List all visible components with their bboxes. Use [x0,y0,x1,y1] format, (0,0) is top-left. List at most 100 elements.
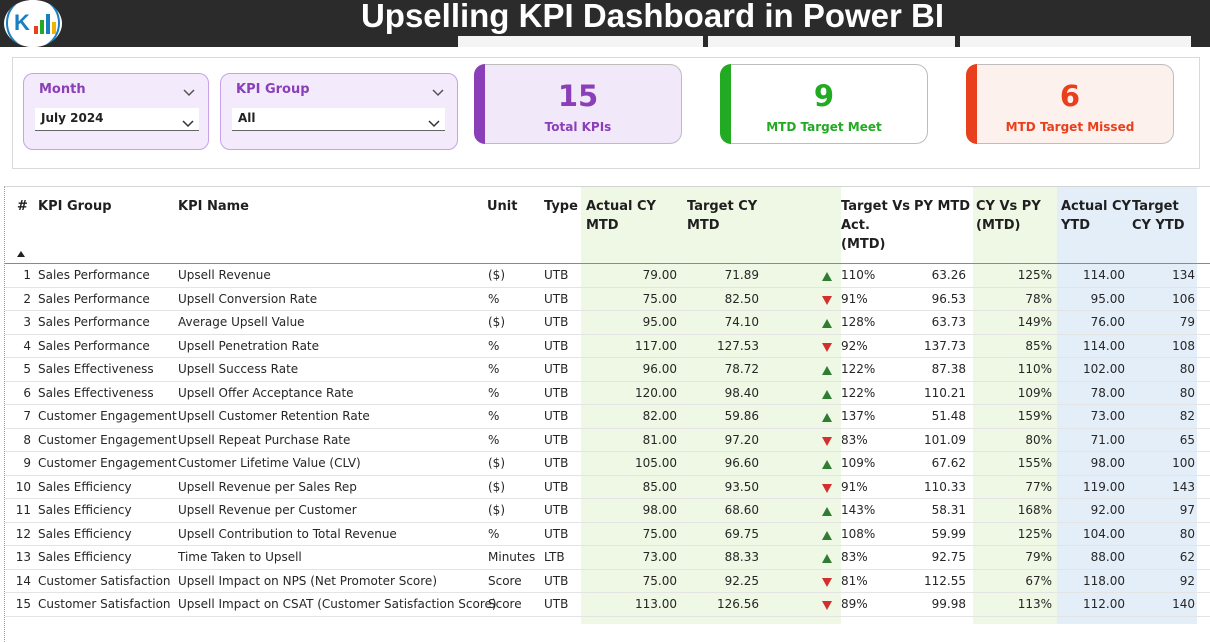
arrow-down-icon [822,342,832,352]
table-row[interactable]: 7 Customer Engagement Upsell Customer Rete… [5,405,1210,429]
sort-ascending-icon[interactable] [17,251,25,257]
table-row[interactable]: 11 Sales Efficiency Upsell Revenue per Cus… [5,499,1210,523]
table-row[interactable]: 6 Sales Effectiveness Upsell Offer Accepta… [5,382,1210,405]
cell-act: 113.00 [635,597,677,611]
cell-group: Sales Efficiency [38,550,132,564]
column-header[interactable]: Actual CY MTD [586,199,656,233]
cell-type: UTB [544,362,569,376]
cell-tytd: 140 [1172,597,1195,611]
table-row[interactable]: 9 Customer Engagement Customer Lifetime Va… [5,452,1210,476]
cell-tytd: 108 [1172,338,1195,353]
total-kpis-label: Total KPIs [544,120,612,134]
cyvpy-column-shade [973,187,1057,624]
cell-unit: % [488,432,500,447]
mtd-target-missed-value: 6 [1059,79,1081,113]
cell-cyvpy: 67% [1025,573,1052,588]
cell-aytd: 114.00 [1083,338,1125,353]
cell-cyvpy: 85% [1025,338,1052,353]
table-row[interactable]: 2 Sales Performance Upsell Conversion Rate… [5,288,1210,311]
cell-name: Upsell Repeat Purchase Rate [178,432,351,447]
column-header[interactable]: Target Vs Act. (MTD) [841,199,911,252]
table-row[interactable]: 1 Sales Performance Upsell Revenue ($) UTB 79… [5,264,1210,288]
dashboard-logo-icon: K [4,0,62,47]
cell-type: UTB [544,479,569,494]
cell-n: 10 [15,479,31,494]
column-header[interactable]: Type [544,199,578,214]
table-row[interactable]: 4 Sales Performance Upsell Penetration Rat… [5,335,1210,358]
cell-name: Upsell Offer Acceptance Rate [178,385,354,400]
cell-cyvpy: 77% [1025,479,1052,494]
kpi-group-slicer[interactable]: KPI Group All [220,73,458,150]
cell-group: Customer Engagement [38,456,177,470]
cell-name: Upsell Penetration Rate [178,338,320,353]
arrow-down-icon [822,577,832,587]
cell-n: 14 [15,573,31,588]
cell-pct: 83% [841,432,868,447]
cell-act: 81.00 [642,432,677,447]
table-row[interactable]: 10 Sales Efficiency Upsell Revenue per Sal… [5,476,1210,499]
kpi-group-select-value: All [238,111,256,125]
kpi-table: # KPI Group KPI Name Unit Type Actual CY… [4,186,1210,642]
cell-name: Upsell Revenue [178,268,271,282]
cell-cyvpy: 109% [1017,385,1052,400]
arrow-up-icon [822,530,832,540]
cell-unit: ($) [488,503,505,517]
cell-group: Customer Satisfaction [38,573,171,588]
cell-tytd: 79 [1179,315,1195,329]
arrow-up-icon [822,413,832,422]
cell-n: 3 [23,315,31,329]
cell-act: 98.00 [642,503,677,517]
column-header[interactable]: CY Vs PY (MTD) [976,199,1041,233]
column-header[interactable]: KPI Group [38,199,112,214]
cell-group: Sales Performance [38,338,150,353]
cell-tgt: 68.60 [724,503,759,517]
card-accent-bar [966,64,977,144]
cell-py: 110.21 [924,385,966,400]
column-header[interactable]: Target CY MTD [687,199,758,233]
cell-tgt: 82.50 [724,291,759,306]
table-row[interactable]: 8 Customer Engagement Upsell Repeat Purcha… [5,429,1210,452]
mtd-target-meet-card: 9 MTD Target Meet [720,64,928,144]
chevron-down-icon[interactable] [182,113,194,132]
cell-tytd: 143 [1172,479,1195,494]
cell-type: UTB [544,456,569,470]
cell-n: 2 [23,291,31,306]
cell-name: Upsell Customer Retention Rate [178,409,370,423]
column-header[interactable]: Unit [487,199,518,214]
cell-group: Sales Effectiveness [38,385,154,400]
table-row[interactable]: 14 Customer Satisfaction Upsell Impact on … [5,570,1210,593]
cell-type: UTB [544,432,569,447]
cell-tytd: 62 [1179,550,1195,564]
month-select[interactable]: July 2024 [35,108,199,131]
cell-py: 51.48 [931,409,966,423]
column-header[interactable]: Target CY YTD [1132,199,1185,233]
column-header[interactable]: PY MTD [914,199,971,214]
column-header[interactable]: KPI Name [178,199,249,214]
cell-aytd: 73.00 [1090,409,1125,423]
cell-act: 73.00 [642,550,677,564]
chevron-down-icon[interactable] [432,82,444,101]
cell-aytd: 112.00 [1083,597,1125,611]
cell-unit: ($) [488,315,505,329]
month-slicer[interactable]: Month July 2024 [23,73,209,150]
kpi-group-select[interactable]: All [232,108,445,131]
cell-act: 75.00 [642,573,677,588]
cell-act: 75.00 [642,526,677,541]
cell-aytd: 71.00 [1090,432,1125,447]
table-row[interactable]: 5 Sales Effectiveness Upsell Success Rate%… [5,358,1210,382]
cell-tgt: 59.86 [724,409,759,423]
table-row[interactable]: 15 Customer Satisfaction Upsell Impact on … [5,593,1210,617]
chevron-down-icon[interactable] [183,82,195,101]
cell-name: Upsell Revenue per Customer [178,503,357,517]
column-header[interactable]: Actual CY YTD [1061,199,1131,233]
chevron-down-icon[interactable] [428,113,440,132]
table-row[interactable]: 3 Sales Performance Average Upsell Value ($… [5,311,1210,335]
cell-act: 75.00 [642,291,677,306]
cell-pct: 91% [841,479,868,494]
cell-aytd: 76.00 [1090,315,1125,329]
table-row[interactable]: 13 Sales Efficiency Time Taken to Upsell Mi… [5,546,1210,570]
table-row[interactable]: 12 Sales Efficiency Upsell Contribution to… [5,523,1210,546]
cell-cyvpy: 125% [1017,268,1052,282]
cell-py: 112.55 [924,573,966,588]
column-header[interactable]: # [17,199,28,214]
